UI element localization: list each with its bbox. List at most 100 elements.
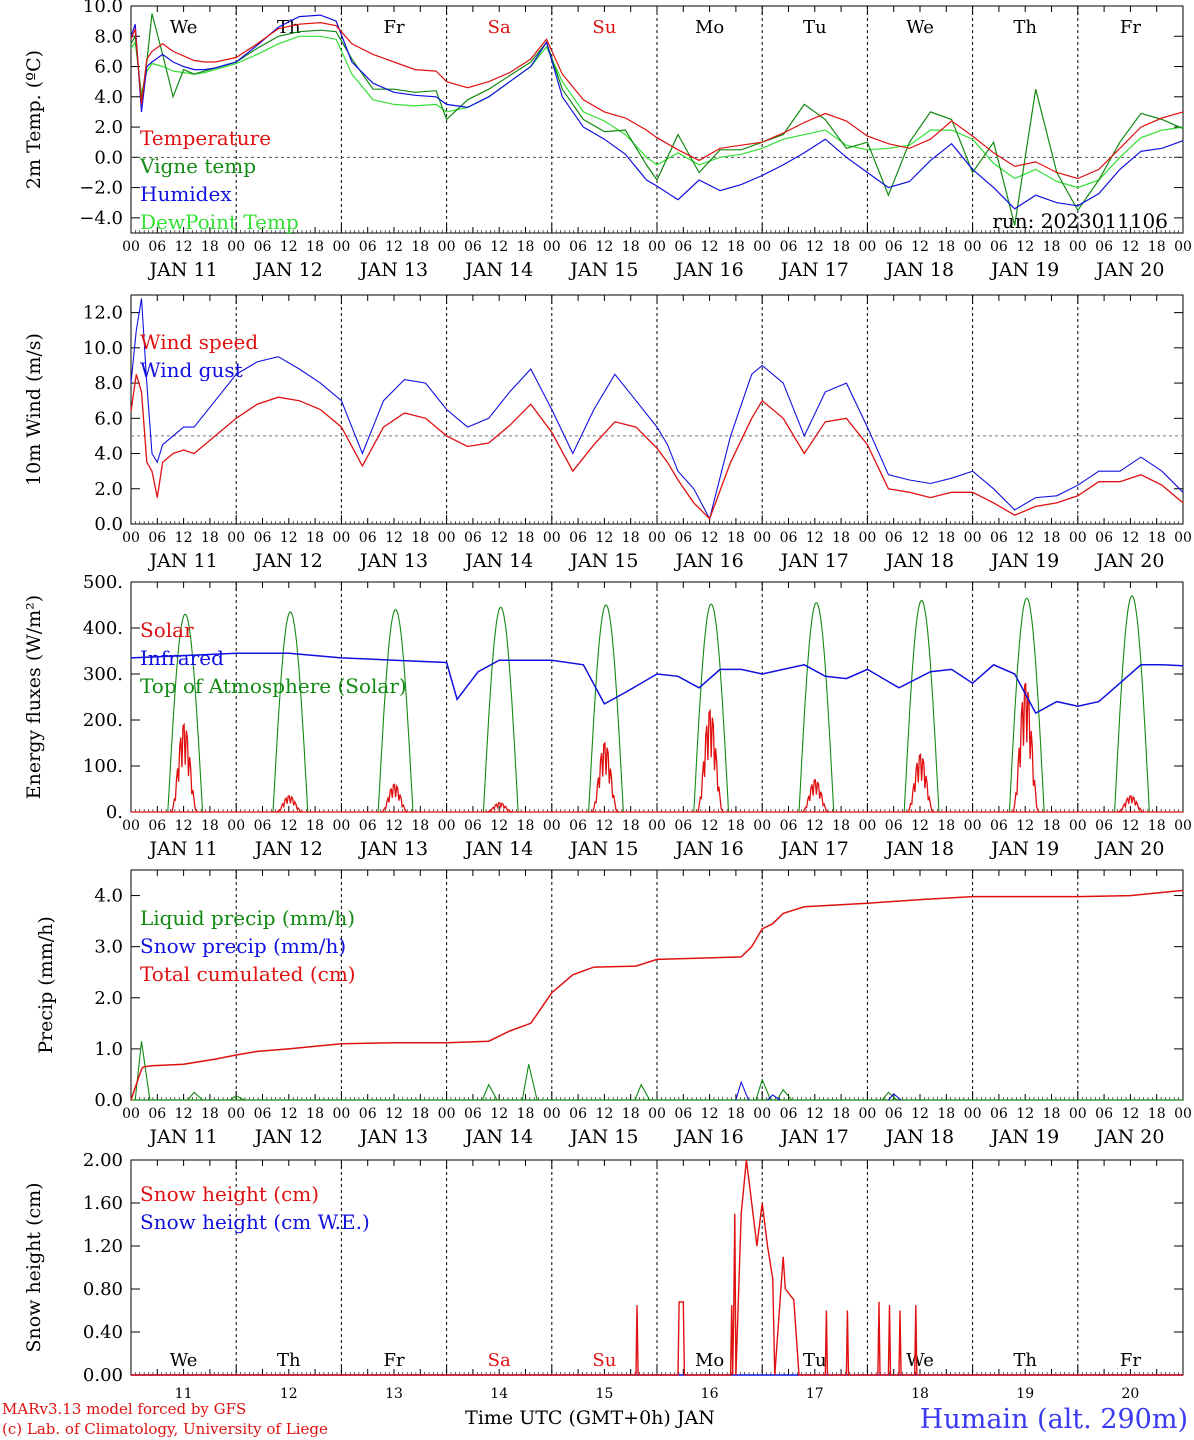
- snow-precip-spike: [887, 1093, 902, 1101]
- hour-tick-label: 00: [438, 818, 456, 834]
- hour-tick-label: 12: [175, 530, 193, 546]
- hour-tick-label: 06: [254, 1106, 272, 1122]
- legend-entry: Temperature: [140, 126, 271, 150]
- day-number-label: 19: [1016, 1386, 1034, 1402]
- y-tick-label: 6.0: [94, 57, 123, 78]
- hour-tick-label: 12: [280, 818, 298, 834]
- hour-tick-label: 00: [1174, 239, 1192, 255]
- hour-tick-label: 00: [858, 1106, 876, 1122]
- hour-tick-label: 00: [648, 530, 666, 546]
- hour-tick-label: 06: [885, 530, 903, 546]
- y-tick-label: 0.0: [94, 1090, 123, 1111]
- hour-tick-label: 06: [885, 818, 903, 834]
- hour-tick-label: 06: [674, 818, 692, 834]
- legend-entry: Snow height (cm): [140, 1182, 319, 1206]
- weekday-label: Mo: [695, 17, 724, 38]
- hour-tick-label: 12: [911, 818, 929, 834]
- weekday-label: We: [906, 1350, 934, 1371]
- y-tick-label: 10.0: [83, 0, 123, 17]
- date-label: JAN 16: [674, 1126, 744, 1148]
- hour-tick-label: 00: [1174, 530, 1192, 546]
- legend-entry: Snow height (cm W.E.): [140, 1210, 370, 1234]
- legend-entry: DewPoint Temp: [140, 210, 299, 234]
- solar-curve: [486, 802, 514, 813]
- hour-tick-label: 00: [227, 1106, 245, 1122]
- hour-tick-label: 06: [1095, 239, 1113, 255]
- series-line-temperature: [130, 21, 1184, 180]
- legend-entry: Infrared: [140, 646, 224, 670]
- toa-solar-curve: [343, 608, 445, 813]
- panel-wind: 12.0 10.0 8.0 6.0 4.0 2.0 0.0 10m Wind (m/s) 00 0…: [23, 294, 1192, 572]
- hour-tick-label: 06: [885, 239, 903, 255]
- hour-tick-label: 12: [911, 1106, 929, 1122]
- hour-tick-label: 00: [753, 530, 771, 546]
- legend-entry: Solar: [140, 618, 194, 642]
- toa-solar-curve: [133, 613, 235, 813]
- hour-tick-label: 12: [595, 1106, 613, 1122]
- hour-tick-label: 06: [1095, 1106, 1113, 1122]
- y-tick-label: 100.: [83, 756, 123, 777]
- y-tick-label: 0.0: [94, 514, 123, 535]
- toa-solar-curve: [1079, 595, 1181, 813]
- hour-tick-label: 18: [411, 530, 429, 546]
- hour-tick-label: 00: [332, 1106, 350, 1122]
- hour-tick-label: 12: [701, 1106, 719, 1122]
- liquid-precip-spike: [481, 1083, 498, 1101]
- hour-tick-label: 12: [175, 1106, 193, 1122]
- date-label: JAN 11: [148, 838, 218, 860]
- hour-tick-label: 00: [1069, 239, 1087, 255]
- day-number-label: 14: [490, 1386, 508, 1402]
- hour-tick-label: 12: [1121, 239, 1139, 255]
- date-label: JAN 11: [148, 550, 218, 572]
- hour-tick-label: 00: [964, 530, 982, 546]
- liquid-precip-spike: [776, 1088, 793, 1101]
- hour-tick-label: 18: [937, 239, 955, 255]
- hour-tick-label: 00: [1069, 818, 1087, 834]
- hour-tick-label: 06: [990, 239, 1008, 255]
- hour-tick-label: 18: [201, 530, 219, 546]
- liquid-precip-spike: [187, 1091, 203, 1101]
- liquid-precip-spike: [755, 1077, 772, 1101]
- lab-credit: (c) Lab. of Climatology, University of L…: [2, 1420, 328, 1438]
- weekday-label: Mo: [695, 1350, 724, 1371]
- hour-tick-label: 18: [937, 818, 955, 834]
- hour-tick-label: 00: [1174, 818, 1192, 834]
- hour-tick-label: 18: [622, 1106, 640, 1122]
- hour-tick-label: 00: [753, 239, 771, 255]
- date-label: JAN 17: [779, 259, 849, 281]
- hour-tick-label: 00: [648, 239, 666, 255]
- date-label: JAN 20: [1094, 1126, 1164, 1148]
- date-label: JAN 13: [358, 1126, 428, 1148]
- y-axis-title: Precip (mm/h): [35, 916, 57, 1054]
- hour-tick-label: 00: [858, 818, 876, 834]
- hour-tick-label: 00: [1069, 1106, 1087, 1122]
- hour-tick-label: 12: [806, 530, 824, 546]
- legend-entry: Total cumulated (cm): [140, 962, 356, 986]
- hour-tick-label: 06: [359, 818, 377, 834]
- panel-snow: 2.00 1.60 1.20 0.80 0.40 0.00 Snow height (cm)…: [23, 1150, 1184, 1402]
- date-label: JAN 18: [884, 259, 954, 281]
- hour-tick-label: 18: [622, 239, 640, 255]
- y-tick-label: 8.0: [94, 26, 123, 47]
- hour-tick-label: 06: [990, 530, 1008, 546]
- hour-tick-label: 06: [148, 818, 166, 834]
- date-label: JAN 15: [568, 1126, 638, 1148]
- hour-tick-label: 00: [543, 818, 561, 834]
- hour-tick-label: 00: [753, 1106, 771, 1122]
- y-tick-label: 1.20: [83, 1236, 123, 1257]
- legend-entry: Snow precip (mm/h): [140, 934, 346, 958]
- hour-tick-label: 12: [385, 530, 403, 546]
- hour-tick-label: 18: [832, 239, 850, 255]
- hour-tick-label: 06: [359, 239, 377, 255]
- hour-tick-label: 06: [780, 1106, 798, 1122]
- date-label: JAN 18: [884, 550, 954, 572]
- series-line-total-cumulated: [130, 889, 1184, 1101]
- y-tick-label: 1.0: [94, 1039, 123, 1060]
- hour-tick-label: 18: [1043, 530, 1061, 546]
- date-label: JAN 17: [779, 838, 849, 860]
- date-label: JAN 11: [148, 259, 218, 281]
- liquid-precip-spike: [229, 1095, 245, 1101]
- y-tick-label: 1.60: [83, 1193, 123, 1214]
- hour-tick-label: 00: [1174, 1106, 1192, 1122]
